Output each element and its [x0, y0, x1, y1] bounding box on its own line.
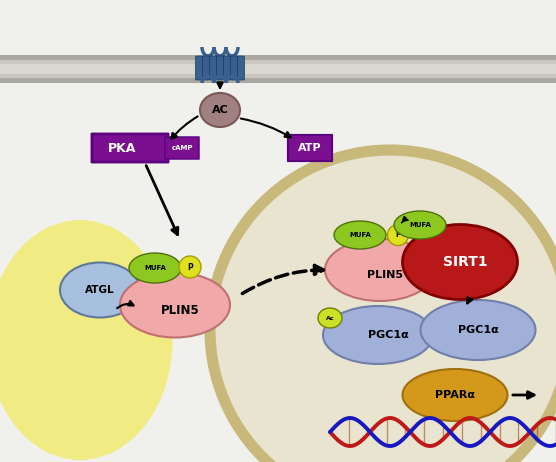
Ellipse shape [388, 225, 409, 245]
Text: MUFA: MUFA [144, 265, 166, 271]
Ellipse shape [318, 308, 342, 328]
Ellipse shape [323, 306, 433, 364]
Text: P: P [395, 232, 400, 238]
FancyBboxPatch shape [210, 56, 216, 80]
Ellipse shape [129, 253, 181, 283]
Text: PGC1α: PGC1α [458, 325, 498, 335]
Text: P: P [187, 262, 193, 272]
FancyBboxPatch shape [196, 56, 202, 80]
Ellipse shape [403, 369, 508, 421]
Ellipse shape [0, 220, 172, 460]
FancyBboxPatch shape [288, 135, 332, 161]
Bar [0, 55, 556, 83]
Text: Ac: Ac [326, 316, 334, 321]
FancyBboxPatch shape [224, 56, 231, 80]
Ellipse shape [60, 262, 140, 317]
Bar [0, 55, 556, 462]
Text: MUFA: MUFA [409, 222, 431, 228]
Ellipse shape [325, 239, 435, 301]
Text: PGC1α: PGC1α [368, 330, 408, 340]
Text: PKA: PKA [108, 141, 136, 154]
FancyBboxPatch shape [202, 56, 210, 80]
FancyBboxPatch shape [237, 56, 245, 80]
Bar [0, 64, 556, 74]
Bar [0, 60, 556, 78]
FancyBboxPatch shape [92, 134, 168, 162]
Text: MUFA: MUFA [349, 232, 371, 238]
FancyArrowPatch shape [242, 266, 324, 293]
FancyBboxPatch shape [165, 137, 199, 159]
Text: ATP: ATP [298, 143, 322, 153]
Ellipse shape [394, 211, 446, 239]
Ellipse shape [179, 256, 201, 278]
Ellipse shape [420, 300, 535, 360]
Text: PLIN5: PLIN5 [161, 304, 200, 316]
FancyBboxPatch shape [216, 56, 224, 80]
Ellipse shape [334, 221, 386, 249]
FancyBboxPatch shape [231, 56, 237, 80]
Text: AC: AC [212, 105, 229, 115]
Text: PPARα: PPARα [435, 390, 475, 400]
Ellipse shape [403, 225, 518, 299]
Text: PLIN5: PLIN5 [367, 270, 403, 280]
Text: SIRT1: SIRT1 [443, 255, 487, 269]
Text: ATGL: ATGL [85, 285, 115, 295]
Ellipse shape [200, 93, 240, 127]
Ellipse shape [120, 273, 230, 338]
Text: cAMP: cAMP [171, 145, 193, 151]
Ellipse shape [217, 158, 556, 462]
Ellipse shape [210, 150, 556, 462]
